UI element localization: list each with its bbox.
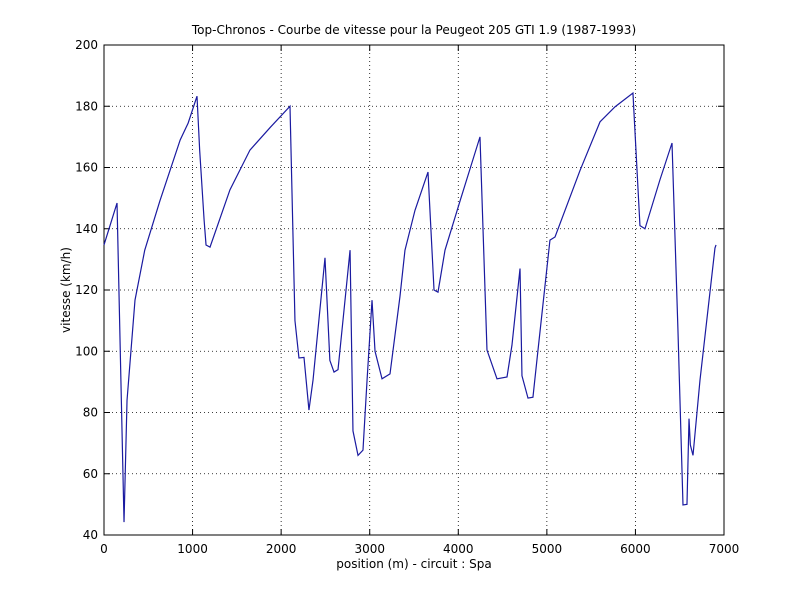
plot-frame xyxy=(103,44,725,536)
y-tick-label: 40 xyxy=(83,528,98,542)
x-tick-label: 4000 xyxy=(443,542,474,556)
y-tick-label: 120 xyxy=(75,283,98,297)
y-tick-label: 60 xyxy=(83,467,98,481)
y-tick-label: 160 xyxy=(75,161,98,175)
x-tick-label: 5000 xyxy=(532,542,563,556)
x-tick-label: 3000 xyxy=(354,542,385,556)
y-axis-label: vitesse (km/h) xyxy=(59,247,73,333)
speed-line xyxy=(103,91,717,523)
x-tick-label: 7000 xyxy=(709,542,740,556)
x-tick-label: 6000 xyxy=(620,542,651,556)
y-tick-label: 140 xyxy=(75,222,98,236)
y-tick-label: 100 xyxy=(75,344,98,358)
x-axis-label: position (m) - circuit : Spa xyxy=(336,557,491,571)
y-tick-label: 180 xyxy=(75,99,98,113)
x-tick-label: 1000 xyxy=(177,542,208,556)
y-tick-label: 80 xyxy=(83,406,98,420)
chart-title: Top-Chronos - Courbe de vitesse pour la … xyxy=(191,23,636,37)
y-tick-label: 200 xyxy=(75,38,98,52)
x-tick-label: 2000 xyxy=(266,542,297,556)
x-tick-label: 0 xyxy=(100,542,108,556)
